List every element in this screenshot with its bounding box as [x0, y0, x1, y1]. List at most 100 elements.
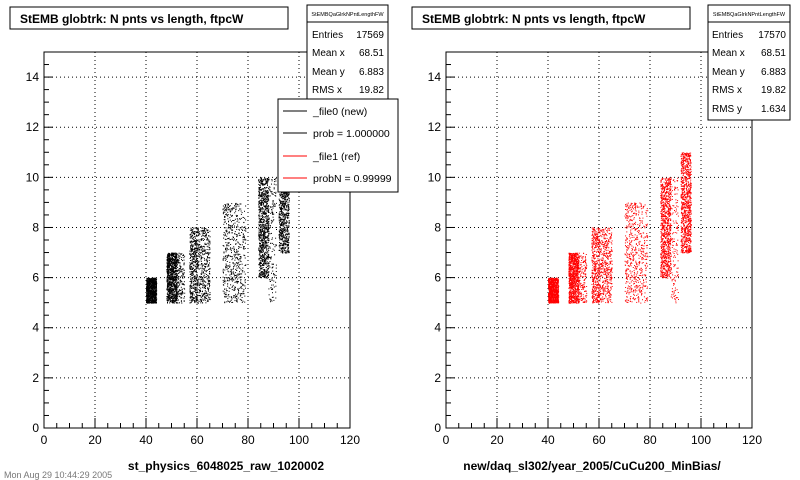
- scatter-point: [234, 222, 236, 224]
- scatter-point: [207, 230, 209, 232]
- scatter-point: [150, 296, 152, 298]
- scatter-point: [149, 301, 151, 303]
- scatter-point: [259, 245, 261, 247]
- scatter-point: [238, 281, 239, 283]
- scatter-point: [198, 295, 200, 296]
- scatter-point: [241, 299, 243, 301]
- scatter-point: [149, 297, 151, 299]
- scatter-point: [244, 282, 246, 284]
- scatter-point: [197, 240, 199, 242]
- scatter-point: [258, 193, 260, 195]
- scatter-point: [258, 270, 260, 272]
- scatter-band: [222, 202, 239, 304]
- scatter-point: [148, 287, 150, 289]
- scatter-point: [265, 193, 266, 195]
- scatter-point: [189, 302, 191, 304]
- scatter-point: [266, 236, 268, 238]
- scatter-point: [263, 232, 265, 234]
- scatter-point: [209, 243, 211, 245]
- scatter-point: [266, 208, 267, 209]
- scatter-point: [191, 247, 193, 249]
- scatter-point: [172, 296, 174, 298]
- scatter-point: [170, 280, 172, 282]
- scatter-point: [176, 293, 178, 295]
- scatter-point: [205, 276, 207, 278]
- scatter-point: [153, 277, 155, 279]
- scatter-point: [265, 180, 267, 182]
- scatter-point: [239, 260, 241, 262]
- scatter-point: [195, 278, 197, 280]
- scatter-point: [199, 247, 201, 248]
- scatter-point: [258, 180, 260, 181]
- scatter-point: [262, 248, 264, 250]
- scatter-point: [171, 284, 173, 286]
- scatter-point: [242, 300, 244, 302]
- scatter-point: [231, 286, 233, 288]
- scatter-point: [194, 270, 196, 271]
- scatter-point: [258, 238, 260, 240]
- scatter-point: [203, 257, 205, 259]
- scatter-point: [275, 281, 277, 283]
- scatter-point: [262, 238, 264, 240]
- scatter-point: [261, 196, 263, 198]
- scatter-point: [168, 288, 170, 290]
- scatter-point: [225, 294, 227, 295]
- scatter-point: [239, 227, 241, 229]
- scatter-point: [230, 269, 232, 271]
- scatter-point: [273, 273, 275, 274]
- scatter-point: [240, 246, 242, 248]
- scatter-point: [193, 278, 195, 280]
- scatter-point: [205, 295, 207, 296]
- scatter-point: [151, 279, 153, 281]
- scatter-point: [183, 281, 185, 283]
- scatter-point: [204, 290, 206, 292]
- scatter-point: [190, 236, 192, 238]
- scatter-point: [196, 290, 198, 292]
- scatter-point: [241, 244, 243, 246]
- scatter-point: [154, 282, 156, 284]
- scatter-point: [171, 253, 172, 255]
- scatter-point: [237, 288, 239, 290]
- scatter-point: [197, 300, 199, 302]
- scatter-point: [227, 249, 229, 250]
- scatter-point: [167, 292, 169, 294]
- scatter-point: [154, 284, 156, 286]
- scatter-point: [228, 231, 230, 233]
- scatter-point: [225, 247, 226, 249]
- scatter-point: [168, 259, 170, 261]
- scatter-point: [228, 221, 229, 223]
- scatter-point: [244, 236, 245, 238]
- scatter-point: [190, 290, 192, 292]
- scatter-point: [262, 225, 264, 226]
- scatter-point: [176, 266, 177, 268]
- scatter-point: [265, 212, 267, 214]
- scatter-point: [288, 246, 290, 248]
- scatter-point: [242, 241, 244, 243]
- scatter-point: [192, 255, 194, 257]
- scatter-point: [200, 288, 202, 290]
- scatter-point: [238, 264, 240, 266]
- scatter-point: [151, 280, 152, 282]
- scatter-point: [170, 275, 172, 277]
- scatter-point: [166, 297, 168, 299]
- scatter-point: [150, 300, 152, 302]
- scatter-point: [269, 233, 271, 235]
- scatter-point: [271, 289, 273, 290]
- scatter-point: [260, 263, 262, 264]
- scatter-point: [282, 245, 284, 247]
- scatter-point: [168, 264, 170, 266]
- scatter-point: [258, 263, 260, 265]
- scatter-point: [267, 229, 269, 231]
- scatter-point: [282, 198, 284, 200]
- scatter-point: [198, 302, 199, 304]
- scatter-point: [195, 253, 197, 255]
- scatter-point: [171, 254, 173, 256]
- scatter-point: [193, 270, 195, 272]
- scatter-point: [261, 236, 263, 238]
- scatter-point: [174, 262, 176, 264]
- scatter-point: [147, 287, 149, 289]
- scatter-point: [259, 207, 261, 209]
- scatter-point: [174, 252, 176, 254]
- scatter-point: [170, 257, 172, 259]
- scatter-point: [266, 200, 268, 202]
